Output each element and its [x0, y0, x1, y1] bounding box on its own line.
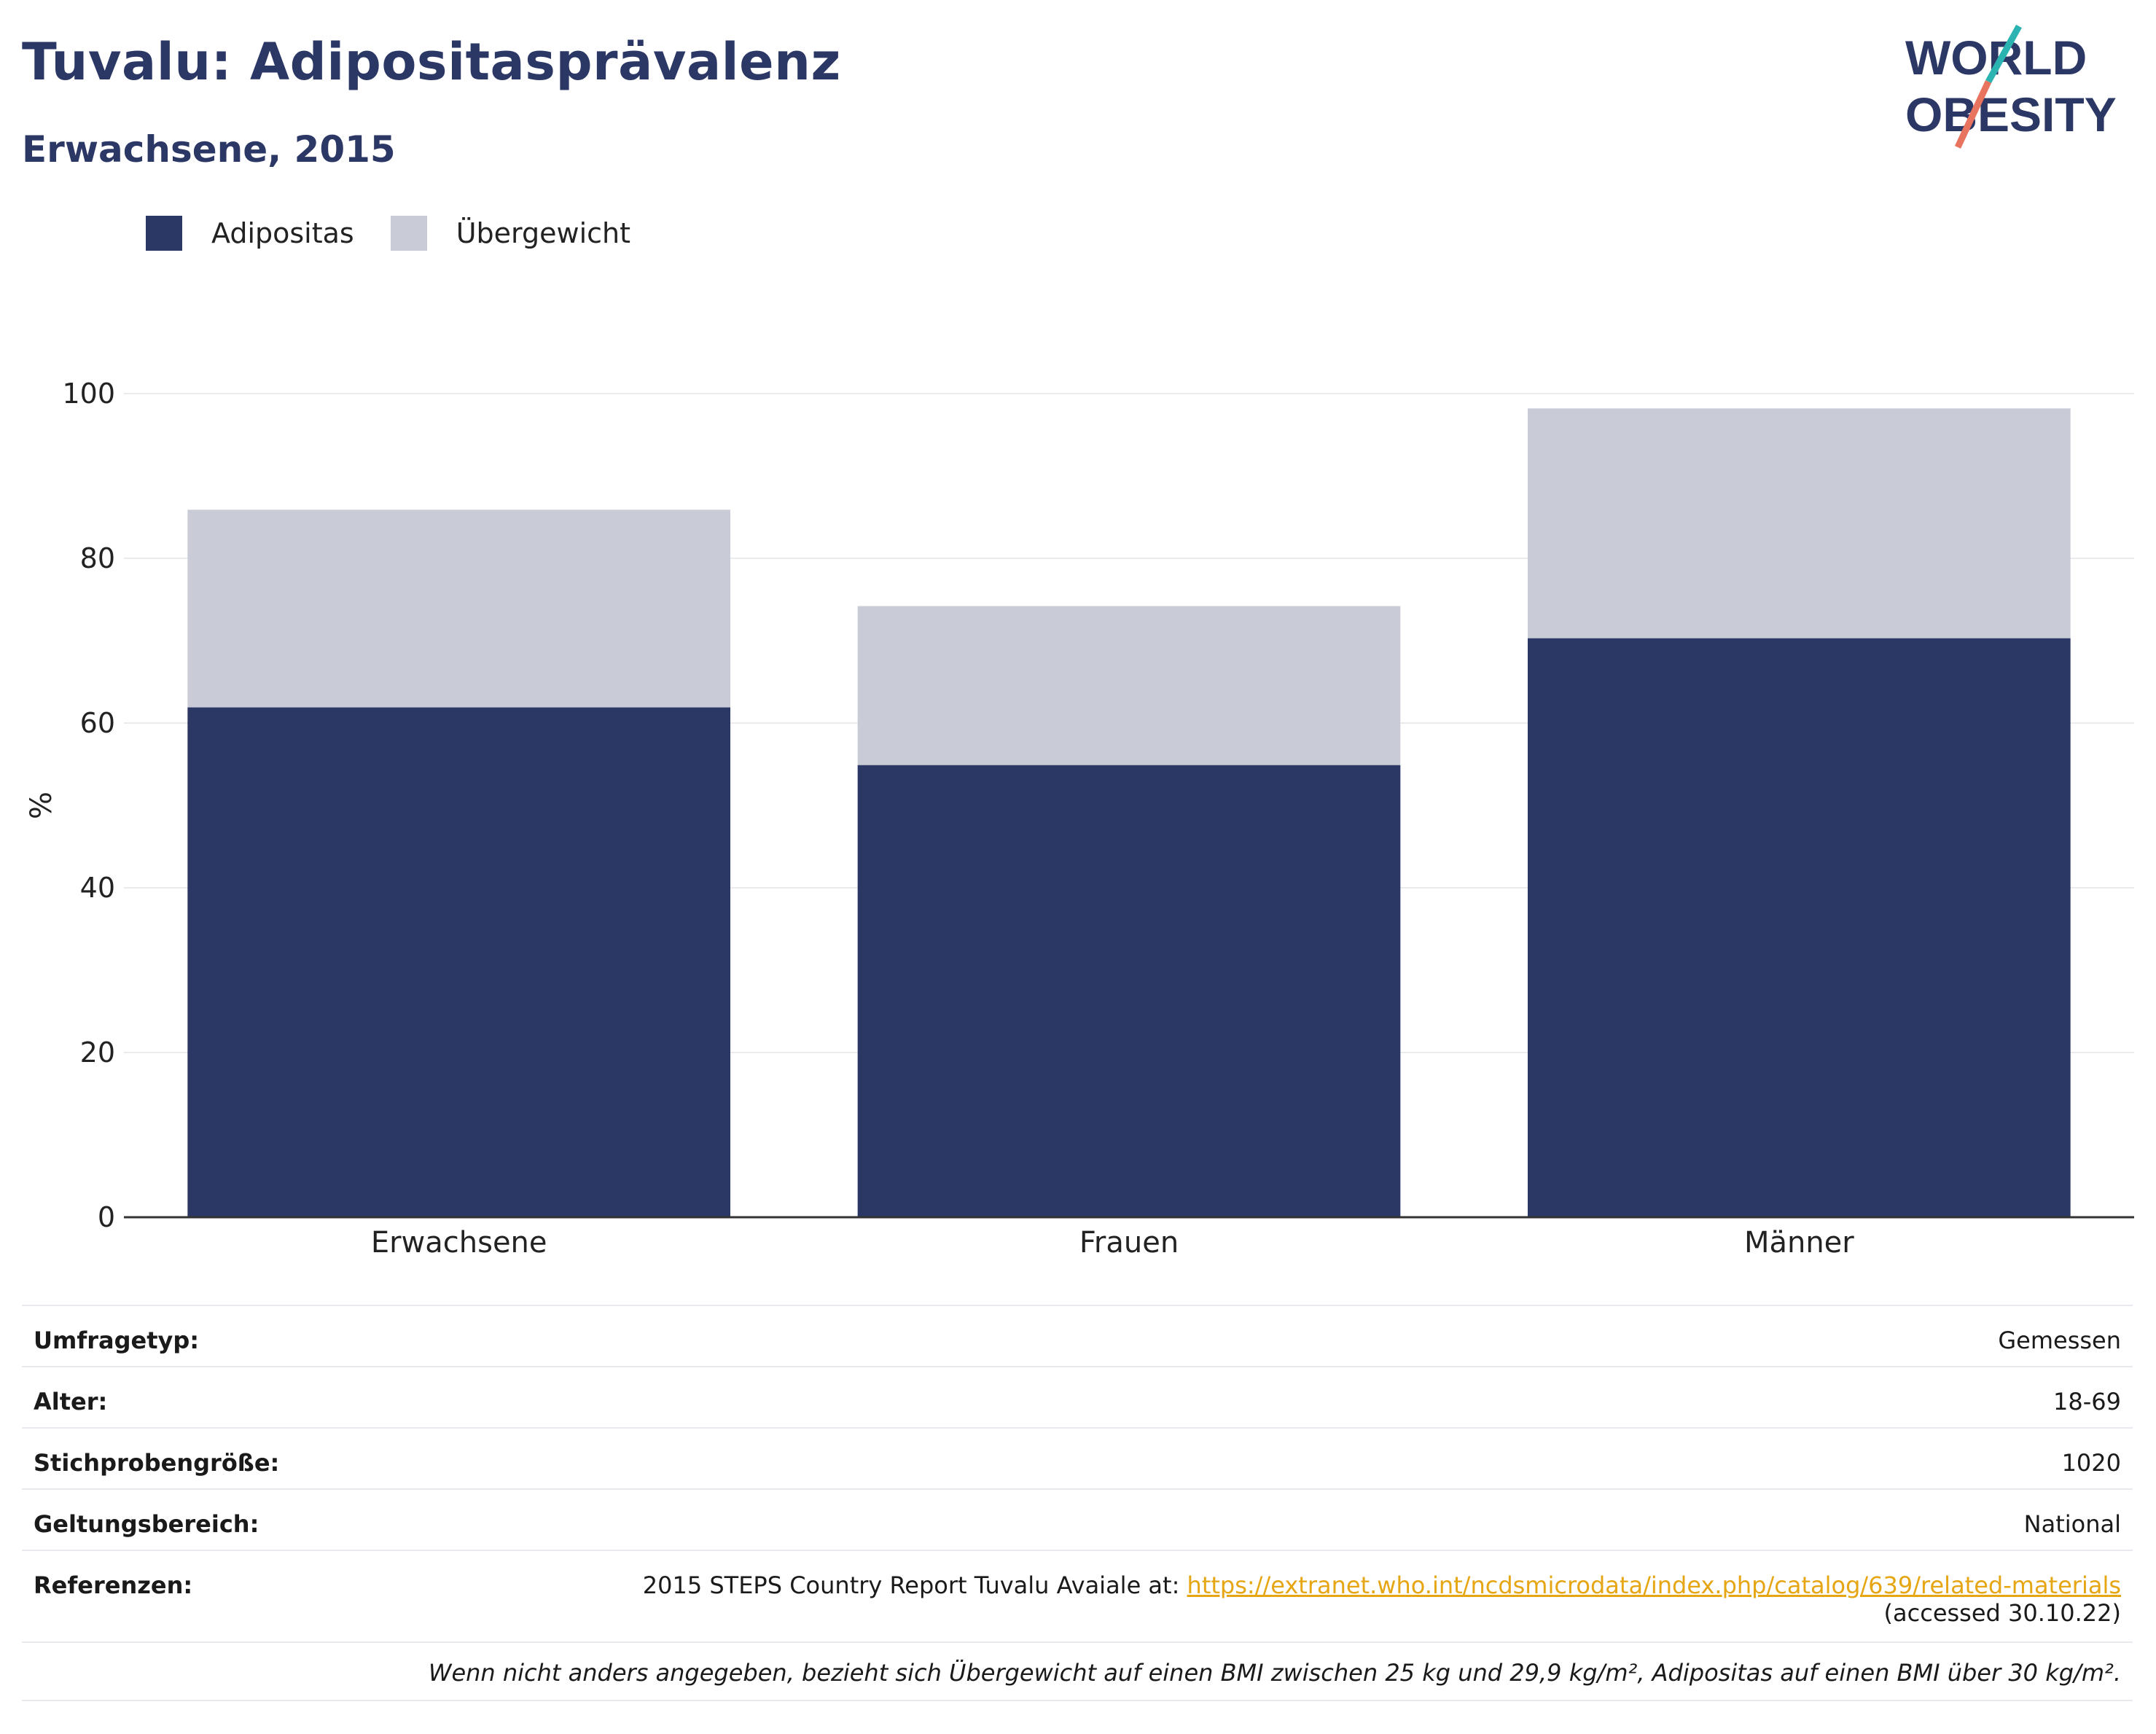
info-row-scope: Geltungsbereich: National: [22, 1488, 2133, 1550]
info-label: Stichprobengröße:: [34, 1449, 280, 1477]
y-tick-label: 80: [80, 542, 115, 574]
chart-legend: Adipositas Übergewicht: [146, 216, 667, 251]
legend-swatch-obesity: [146, 216, 182, 251]
info-row-age: Alter: 18-69: [22, 1366, 2133, 1427]
logo-slash-coral: [1954, 80, 1992, 149]
x-tick-label: Erwachsene: [371, 1226, 547, 1260]
info-value: 18-69: [2053, 1388, 2121, 1415]
x-tick-label: Männer: [1744, 1226, 1854, 1260]
bar-obesity: [187, 707, 730, 1217]
bar-obesity: [857, 765, 1401, 1217]
bar-overweight: [857, 606, 1401, 765]
y-tick-label: 60: [80, 707, 115, 739]
world-obesity-logo: WORLD OBESITY: [1905, 24, 2117, 149]
references-value: 2015 STEPS Country Report Tuvalu Avaiale…: [643, 1551, 2121, 1641]
y-tick-label: 40: [80, 872, 115, 904]
info-value: National: [2023, 1510, 2121, 1538]
references-text: 2015 STEPS Country Report Tuvalu Avaiale…: [642, 1571, 1187, 1599]
logo-text-obesity: OBESITY: [1905, 87, 2117, 141]
info-table: Umfragetyp: Gemessen Alter: 18-69 Stichp…: [22, 1305, 2133, 1701]
y-tick-label: 0: [98, 1201, 115, 1233]
legend-label-obesity: Adipositas: [211, 217, 354, 249]
y-tick-label: 20: [80, 1036, 115, 1069]
info-row-survey-type: Umfragetyp: Gemessen: [22, 1305, 2133, 1366]
logo-text-world: WORLD: [1905, 31, 2087, 85]
bar-obesity: [1528, 638, 2071, 1217]
references-accessed: (accessed 30.10.22): [1883, 1599, 2121, 1627]
bar-overweight: [1528, 408, 2071, 638]
info-value: Gemessen: [1998, 1327, 2121, 1354]
info-label: Alter:: [34, 1388, 108, 1415]
stacked-bar-chart: 0 20 40 60 80 100% Erwachsene Frauen Männer: [25, 378, 2134, 1260]
info-row-references: Referenzen: 2015 STEPS Country Report Tu…: [22, 1550, 2133, 1641]
legend-swatch-overweight: [390, 216, 427, 251]
logo-slash-teal: [1985, 24, 2022, 84]
references-link[interactable]: https://extranet.who.int/ncdsmicrodata/i…: [1187, 1571, 2121, 1599]
page-title: Tuvalu: Adipositasprävalenz: [22, 32, 841, 92]
info-label: Geltungsbereich:: [34, 1510, 259, 1538]
y-tick-label: 100: [62, 378, 115, 410]
info-label: Referenzen:: [34, 1571, 193, 1599]
info-label: Umfragetyp:: [34, 1327, 200, 1354]
legend-label-overweight: Übergewicht: [456, 217, 630, 249]
y-axis-label: %: [25, 792, 58, 819]
info-row-sample-size: Stichprobengröße: 1020: [22, 1427, 2133, 1488]
bar-overweight: [187, 509, 730, 708]
x-tick-label: Frauen: [1079, 1226, 1179, 1260]
footnote: Wenn nicht anders angegeben, bezieht sic…: [22, 1641, 2133, 1701]
page-subtitle: Erwachsene, 2015: [22, 128, 396, 171]
footnote-text: Wenn nicht anders angegeben, bezieht sic…: [428, 1659, 2121, 1687]
info-value: 1020: [2061, 1449, 2121, 1477]
